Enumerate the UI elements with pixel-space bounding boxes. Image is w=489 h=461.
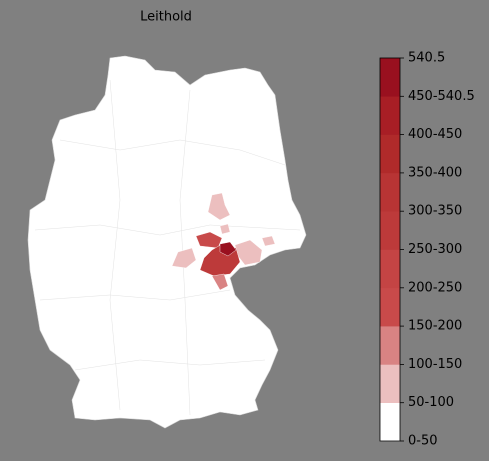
colorbar-label: 250-300	[408, 242, 462, 257]
colorbar-label: 150-200	[408, 319, 462, 334]
colorbar-bin	[380, 402, 400, 442]
colorbar-bin	[380, 249, 400, 289]
colorbar-bin	[380, 58, 400, 97]
colorbar-bin	[380, 96, 400, 135]
colorbar-label: 100-150	[408, 357, 462, 372]
colorbar-label: 400-450	[408, 127, 462, 142]
district-borders	[34, 79, 301, 416]
colorbar-label: 450-540.5	[408, 89, 475, 104]
colorbar-label: 50-100	[408, 395, 454, 410]
map-title: Leithold	[140, 10, 192, 25]
colorbar-bin	[380, 287, 400, 327]
colorbar-label: 0-50	[408, 434, 438, 449]
colorbar-bin	[380, 364, 400, 403]
colorbar-bin	[380, 172, 400, 212]
colorbar: 0-50 50-100 100-150 150-200 200-250 250-300 30…	[379, 51, 475, 449]
colorbar-label: 300-350	[408, 204, 462, 219]
colorbar-label: 350-400	[408, 165, 462, 180]
highlighted-districts	[171, 192, 276, 291]
country-shape	[27, 55, 307, 429]
colorbar-bin	[380, 134, 400, 174]
colorbar-label: 540.5	[408, 51, 445, 66]
germany-map	[27, 55, 307, 429]
colorbar-label: 200-250	[408, 280, 462, 295]
colorbar-bin	[380, 326, 400, 365]
colorbar-bin	[380, 211, 400, 250]
